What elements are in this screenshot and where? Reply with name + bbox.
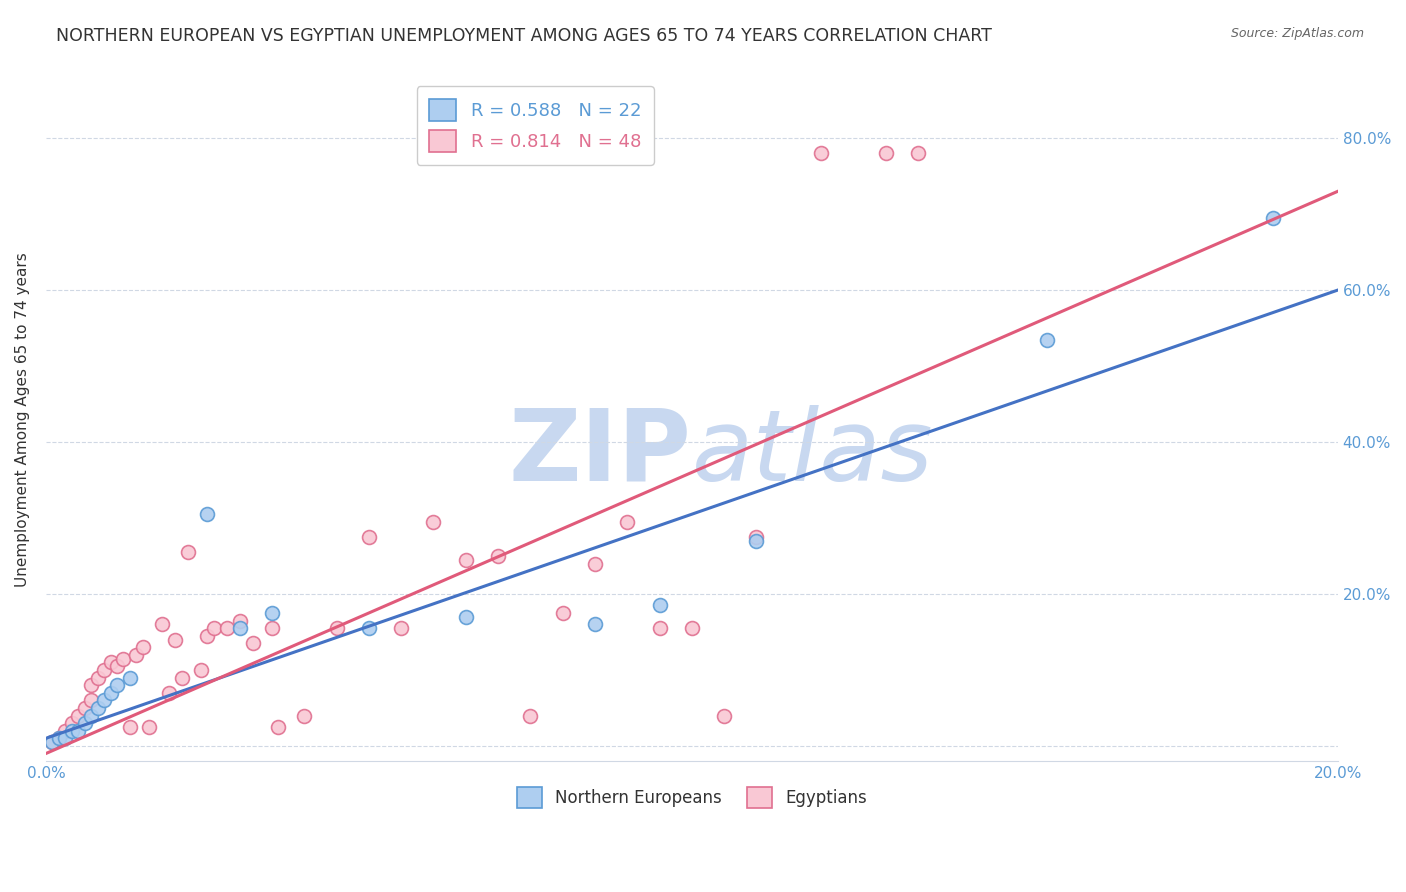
Point xyxy=(150,617,173,632)
Text: Source: ZipAtlas.com: Source: ZipAtlas.com xyxy=(1230,27,1364,40)
Point xyxy=(125,648,148,662)
Point xyxy=(616,515,638,529)
Point xyxy=(118,720,141,734)
Point xyxy=(875,146,897,161)
Point xyxy=(73,701,96,715)
Point xyxy=(80,693,103,707)
Point xyxy=(138,720,160,734)
Point xyxy=(177,545,200,559)
Point xyxy=(60,723,83,738)
Point xyxy=(190,663,212,677)
Point xyxy=(260,621,283,635)
Point xyxy=(80,678,103,692)
Point xyxy=(648,621,671,635)
Point xyxy=(41,735,63,749)
Point xyxy=(165,632,187,647)
Point xyxy=(519,708,541,723)
Text: atlas: atlas xyxy=(692,405,934,502)
Point xyxy=(713,708,735,723)
Point xyxy=(73,716,96,731)
Point xyxy=(48,731,70,746)
Point xyxy=(86,701,108,715)
Point xyxy=(389,621,412,635)
Point xyxy=(486,549,509,563)
Point xyxy=(228,621,250,635)
Point xyxy=(228,614,250,628)
Point xyxy=(907,146,929,161)
Point xyxy=(105,659,128,673)
Text: NORTHERN EUROPEAN VS EGYPTIAN UNEMPLOYMENT AMONG AGES 65 TO 74 YEARS CORRELATION: NORTHERN EUROPEAN VS EGYPTIAN UNEMPLOYME… xyxy=(56,27,993,45)
Point xyxy=(86,671,108,685)
Point xyxy=(648,599,671,613)
Point xyxy=(583,617,606,632)
Point xyxy=(1261,211,1284,225)
Y-axis label: Unemployment Among Ages 65 to 74 years: Unemployment Among Ages 65 to 74 years xyxy=(15,252,30,587)
Point xyxy=(53,723,76,738)
Point xyxy=(60,716,83,731)
Point xyxy=(41,735,63,749)
Point xyxy=(583,557,606,571)
Point xyxy=(422,515,444,529)
Point xyxy=(202,621,225,635)
Point xyxy=(48,731,70,746)
Point xyxy=(118,671,141,685)
Point xyxy=(93,693,115,707)
Point xyxy=(170,671,193,685)
Point xyxy=(267,720,290,734)
Point xyxy=(357,621,380,635)
Point xyxy=(100,656,122,670)
Point xyxy=(745,533,768,548)
Point xyxy=(197,507,219,521)
Point xyxy=(157,686,180,700)
Point xyxy=(454,609,477,624)
Point xyxy=(112,651,135,665)
Point xyxy=(67,708,90,723)
Point xyxy=(454,553,477,567)
Point xyxy=(292,708,315,723)
Point xyxy=(325,621,347,635)
Point xyxy=(93,663,115,677)
Point xyxy=(745,530,768,544)
Point xyxy=(810,146,832,161)
Point xyxy=(1036,333,1059,347)
Point xyxy=(681,621,703,635)
Text: ZIP: ZIP xyxy=(509,405,692,502)
Legend: Northern Europeans, Egyptians: Northern Europeans, Egyptians xyxy=(510,780,873,814)
Point xyxy=(197,629,219,643)
Point xyxy=(105,678,128,692)
Point xyxy=(53,731,76,746)
Point xyxy=(260,606,283,620)
Point xyxy=(67,723,90,738)
Point xyxy=(551,606,574,620)
Point xyxy=(100,686,122,700)
Point xyxy=(357,530,380,544)
Point xyxy=(215,621,238,635)
Point xyxy=(242,636,264,650)
Point xyxy=(80,708,103,723)
Point xyxy=(132,640,155,654)
